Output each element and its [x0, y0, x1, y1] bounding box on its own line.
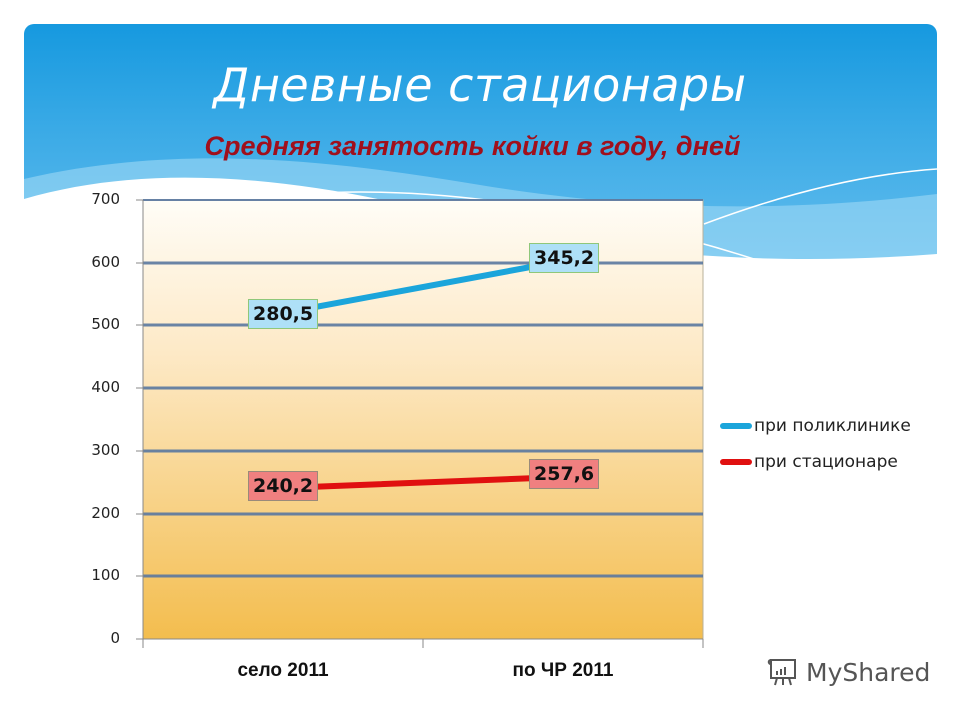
chart-legend: при поликлинике при стационаре [720, 408, 911, 480]
presentation-board-icon [767, 659, 796, 686]
data-label-hospital: 257,6 [529, 459, 600, 489]
slide-title: Дневные стационары [213, 58, 747, 112]
y-tick-label: 100 [91, 566, 120, 584]
y-tick-label: 400 [91, 378, 120, 396]
legend-item-hospital: при стационаре [720, 444, 911, 480]
legend-label: при поликлинике [754, 416, 911, 436]
y-tick-label: 300 [91, 441, 120, 459]
series-hospital-line [280, 474, 566, 491]
plot-area [142, 199, 704, 640]
x-category-label: по ЧР 2011 [512, 660, 614, 681]
legend-line-swatch-icon [720, 423, 752, 429]
gridlines [143, 199, 703, 578]
data-label-hospital: 240,2 [248, 471, 319, 501]
axis-lines [136, 199, 704, 648]
data-label-polyclinic: 280,5 [248, 299, 319, 329]
y-tick-label: 200 [91, 504, 120, 522]
watermark-logo: MyShared [766, 656, 930, 688]
watermark-text: MyShared [806, 657, 931, 687]
y-tick-label: 700 [91, 190, 120, 208]
y-tick-label: 600 [91, 253, 120, 271]
y-tick-label: 0 [110, 629, 120, 647]
y-tick-label: 500 [91, 315, 120, 333]
legend-item-polyclinic: при поликлинике [720, 408, 911, 444]
data-label-polyclinic: 345,2 [529, 243, 600, 273]
x-category-label: село 2011 [237, 660, 329, 681]
legend-label: при стационаре [754, 452, 898, 472]
series-polyclinic-line [280, 258, 566, 316]
legend-line-swatch-icon [720, 459, 752, 465]
chart-subtitle: Средняя занятость койки в году, дней [204, 131, 741, 161]
